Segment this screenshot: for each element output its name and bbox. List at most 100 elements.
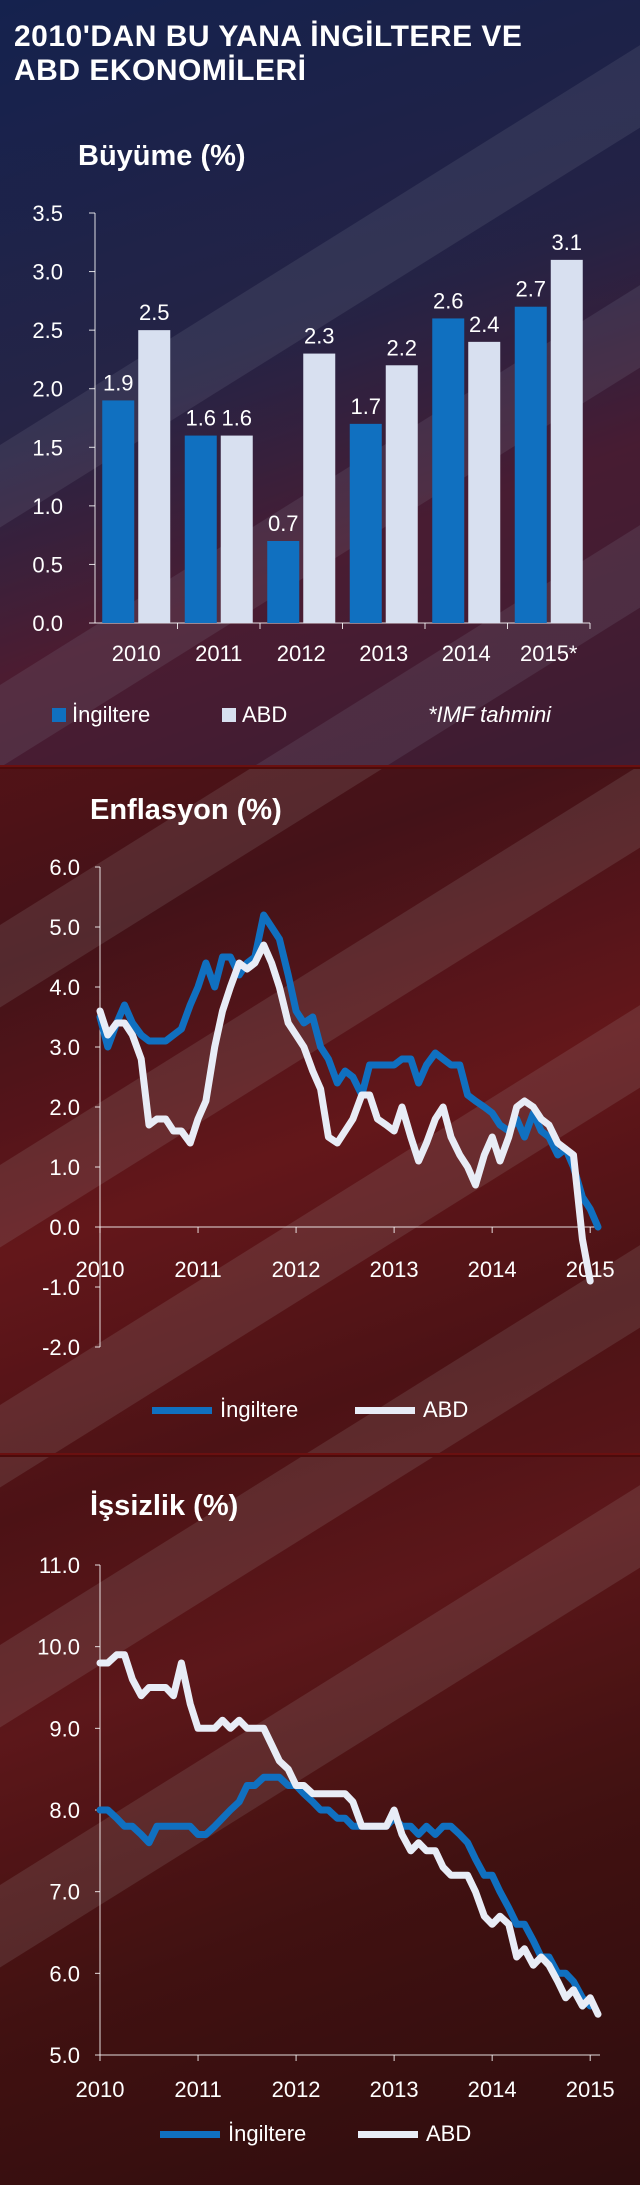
y-tick-label: -1.0 xyxy=(42,1275,80,1300)
us-swatch xyxy=(222,708,236,722)
unemployment-legend-us-label: ABD xyxy=(426,2121,472,2146)
x-tick-label: 2015 xyxy=(566,2077,615,2102)
inflation-title: Enflasyon (%) xyxy=(90,794,282,826)
us-bar xyxy=(550,259,583,623)
x-tick-label: 2010 xyxy=(112,641,161,666)
y-tick-label: -2.0 xyxy=(42,1335,80,1360)
bar-value-label: 2.2 xyxy=(386,335,417,360)
us-bar xyxy=(303,353,336,623)
inflation-legend-uk: İngiltere xyxy=(152,1397,298,1423)
y-tick-label: 0.0 xyxy=(49,1215,80,1240)
y-tick-label: 4.0 xyxy=(49,975,80,1000)
uk-bar xyxy=(514,306,547,623)
bar-value-label: 1.9 xyxy=(103,370,134,395)
us-line-swatch xyxy=(358,2130,418,2138)
x-tick-label: 2012 xyxy=(277,641,326,666)
y-tick-label: 5.0 xyxy=(49,915,80,940)
bar-value-label: 1.6 xyxy=(221,406,252,431)
us-bar xyxy=(385,365,418,623)
imf-note: *IMF tahmini xyxy=(428,702,552,727)
uk-bar xyxy=(184,435,217,623)
divider xyxy=(0,1453,640,1457)
uk-bar xyxy=(267,541,300,623)
y-tick-label: 1.0 xyxy=(49,1155,80,1180)
us-bar xyxy=(138,330,171,623)
x-tick-label: 2012 xyxy=(272,2077,321,2102)
growth-legend-us: ABD xyxy=(222,702,287,728)
y-tick-label: 0.0 xyxy=(32,611,63,636)
y-tick-label: 11.0 xyxy=(39,1553,80,1578)
growth-legend-uk: İngiltere xyxy=(52,702,150,728)
y-tick-label: 9.0 xyxy=(49,1716,80,1741)
bar-value-label: 2.3 xyxy=(304,324,335,349)
uk-line xyxy=(96,911,602,1231)
y-tick-label: 3.0 xyxy=(49,1035,80,1060)
x-tick-label: 2011 xyxy=(174,2077,221,2102)
uk-bar xyxy=(349,423,382,623)
y-tick-label: 6.0 xyxy=(49,1961,80,1986)
bar-value-label: 1.7 xyxy=(350,394,381,419)
x-tick-label: 2014 xyxy=(442,641,491,666)
x-tick-label: 2011 xyxy=(195,641,242,666)
uk-line xyxy=(96,1773,594,2010)
y-tick-label: 8.0 xyxy=(49,1798,80,1823)
bar-value-label: 3.1 xyxy=(551,230,582,255)
unemployment-legend-us: ABD xyxy=(358,2121,471,2147)
y-tick-label: 3.5 xyxy=(32,201,63,226)
uk-bar xyxy=(102,400,135,623)
bar-value-label: 1.6 xyxy=(185,406,216,431)
y-tick-label: 7.0 xyxy=(49,1880,80,1905)
growth-panel: 2010'DAN BU YANA İNGİLTERE VE ABD EKONOM… xyxy=(0,0,640,767)
y-tick-label: 2.0 xyxy=(49,1095,80,1120)
y-tick-label: 2.5 xyxy=(32,318,63,343)
inflation-legend-us-label: ABD xyxy=(423,1397,469,1422)
y-tick-label: 1.0 xyxy=(32,494,63,519)
inflation-line-chart: 6.0 5.0 4.0 3.0 2.0 1.0 0.0 -1.0 -2.0 2010 2011 201… xyxy=(42,855,615,1360)
unemployment-legend-uk-label: İngiltere xyxy=(228,2121,307,2146)
y-tick-label: 5.0 xyxy=(49,2043,80,2068)
x-tick-label: 2010 xyxy=(76,2077,125,2102)
us-line xyxy=(96,1651,602,2018)
uk-bar xyxy=(432,318,465,623)
y-tick-label: 10.0 xyxy=(37,1635,80,1660)
inflation-panel: Enflasyon (%) 6.0 5.0 4.0 3.0 2.0 1.0 0.0 -1.0 -… xyxy=(0,767,640,1455)
page-title: 2010'DAN BU YANA İNGİLTERE VE ABD EKONOM… xyxy=(14,20,523,87)
bar-value-label: 2.6 xyxy=(433,288,464,313)
y-tick-label: 0.5 xyxy=(32,552,63,577)
uk-line-swatch xyxy=(152,1406,212,1414)
divider xyxy=(0,765,640,769)
us-bar xyxy=(220,435,253,623)
y-tick-label: 6.0 xyxy=(49,855,80,880)
x-tick-label: 2010 xyxy=(76,1257,125,1282)
bar-value-label: 2.7 xyxy=(515,277,546,302)
us-line xyxy=(96,941,594,1285)
x-tick-label: 2013 xyxy=(359,641,408,666)
unemployment-line-chart: 11.0 10.0 9.0 8.0 7.0 6.0 5.0 2010 2011 2012 2013 2… xyxy=(37,1553,615,2102)
us-bar xyxy=(468,341,501,623)
x-tick-label: 2014 xyxy=(468,2077,517,2102)
uk-swatch xyxy=(52,708,66,722)
y-tick-label: 2.0 xyxy=(32,377,63,402)
uk-line-swatch xyxy=(160,2130,220,2138)
growth-legend-us-label: ABD xyxy=(242,702,288,727)
x-tick-label: 2014 xyxy=(468,1257,517,1282)
inflation-legend-us: ABD xyxy=(355,1397,468,1423)
y-tick-label: 3.0 xyxy=(32,260,63,285)
bar-value-label: 2.4 xyxy=(469,312,500,337)
growth-title: Büyüme (%) xyxy=(78,140,246,172)
x-tick-label: 2011 xyxy=(174,1257,221,1282)
x-tick-label: 2013 xyxy=(370,1257,419,1282)
inflation-legend-uk-label: İngiltere xyxy=(220,1397,299,1422)
x-tick-label: 2015* xyxy=(520,641,578,666)
growth-bar-chart: 0.0 0.5 1.0 1.5 2.0 2.5 3.0 3.5 2010 1.9 2.5 2011 1.… xyxy=(32,201,591,666)
growth-legend-uk-label: İngiltere xyxy=(72,702,151,727)
y-tick-label: 1.5 xyxy=(32,435,63,460)
x-tick-label: 2012 xyxy=(272,1257,321,1282)
unemployment-panel: İşsizlik (%) 11.0 10.0 9.0 8.0 7.0 6.0 5.0 2010… xyxy=(0,1455,640,2185)
us-line-swatch xyxy=(355,1406,415,1414)
unemployment-legend-uk: İngiltere xyxy=(160,2121,306,2147)
unemployment-title: İşsizlik (%) xyxy=(90,1490,239,1522)
bar-value-label: 0.7 xyxy=(268,511,299,536)
x-tick-label: 2013 xyxy=(370,2077,419,2102)
